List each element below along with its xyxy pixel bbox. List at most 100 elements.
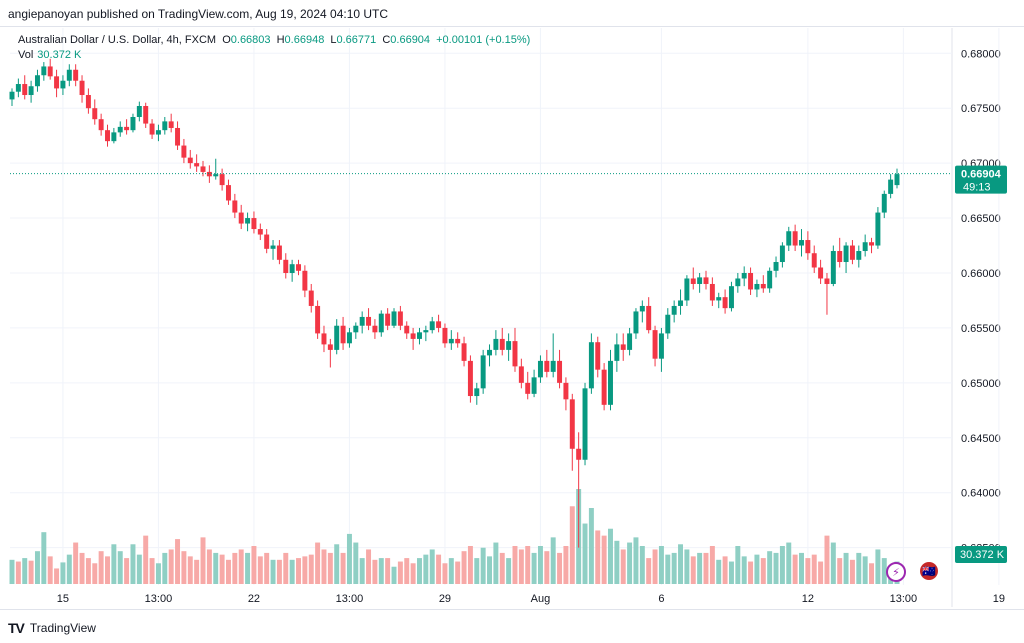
volume-bar	[811, 554, 817, 584]
candle-body	[257, 229, 263, 235]
volume-tag-value: 30.372 K	[960, 549, 1005, 561]
volume-bar	[805, 558, 811, 584]
y-tick-label: 0.68000	[961, 48, 1001, 60]
volume-bar	[799, 552, 804, 584]
candle-body	[448, 338, 454, 344]
volume-bar	[474, 558, 480, 584]
x-tick-label: 13:00	[890, 593, 918, 605]
candle-body	[302, 270, 308, 291]
candle-body	[849, 245, 855, 260]
volume-bar	[206, 549, 212, 584]
y-tick-label: 0.64000	[961, 488, 1001, 500]
volume-bar	[28, 560, 34, 584]
volume-bar	[569, 506, 575, 584]
volume-bar	[54, 568, 60, 584]
candle-body	[143, 106, 149, 124]
volume-bar	[296, 558, 301, 584]
volume-bar	[684, 549, 690, 584]
volume-bar	[175, 539, 181, 584]
volume-bar	[85, 558, 91, 584]
volume-bar	[98, 551, 104, 584]
legend-open: 0.66803	[230, 34, 271, 46]
volume-bar	[480, 547, 486, 584]
candle-body	[722, 297, 728, 309]
candle-body	[728, 286, 734, 309]
volume-bar	[283, 552, 289, 584]
candle-body	[652, 330, 658, 359]
volume-bar	[423, 554, 429, 584]
legend-symbol: Australian Dollar / U.S. Dollar, 4h, FXC…	[18, 34, 217, 46]
candle-body	[416, 332, 422, 339]
volume-bar	[315, 542, 321, 584]
volume-bar	[824, 535, 830, 584]
volume-bar	[130, 544, 136, 584]
candle-body	[709, 283, 715, 301]
candle-body	[276, 245, 282, 260]
volume-value: 30.372 K	[37, 49, 82, 61]
candle-body	[264, 234, 270, 249]
candle-body	[512, 341, 518, 367]
candle-body	[531, 377, 537, 394]
candle-body	[34, 75, 40, 87]
candle-body	[805, 240, 811, 254]
candle-body	[690, 278, 696, 284]
volume-bar	[461, 551, 467, 584]
volume-bar	[716, 559, 722, 584]
candle-body	[353, 325, 359, 333]
candle-body	[92, 108, 98, 120]
candle-body	[493, 338, 499, 350]
volume-bar	[213, 552, 219, 584]
flag-icon[interactable]: 🇦🇺	[920, 562, 938, 580]
candle-body	[168, 121, 174, 128]
candle-body	[60, 80, 66, 89]
volume-bar	[849, 559, 855, 584]
volume-bar	[327, 552, 333, 584]
volume-bar	[493, 542, 499, 584]
candle-body	[837, 251, 843, 263]
candle-body	[480, 355, 486, 389]
candle-body	[79, 80, 85, 96]
lightning-icon[interactable]: ⚡	[886, 562, 906, 582]
volume-bar	[66, 554, 72, 584]
volume-bar	[34, 551, 40, 584]
volume-bar	[550, 537, 556, 584]
candle-body	[15, 84, 21, 92]
candle-body	[194, 163, 200, 167]
volume-bar	[225, 559, 231, 584]
volume-bar	[709, 546, 715, 584]
candle-body	[404, 325, 410, 334]
candle-body	[429, 321, 435, 331]
candle-body	[499, 338, 505, 350]
publish-line: angiepanoyan published on TradingView.co…	[8, 7, 389, 21]
y-tick-label: 0.65000	[961, 378, 1001, 390]
volume-bar	[652, 549, 658, 584]
candle-body	[779, 245, 785, 263]
volume-bar	[735, 546, 741, 584]
candle-body	[799, 240, 804, 246]
legend-low: 0.66771	[336, 34, 377, 46]
volume-bar	[308, 554, 314, 584]
volume-bar	[194, 559, 200, 584]
candle-body	[888, 179, 894, 194]
candle-body	[786, 231, 792, 246]
volume-bar	[353, 542, 359, 584]
volume-bar	[467, 546, 473, 584]
candle-body	[735, 278, 741, 287]
volume-bar	[881, 558, 887, 584]
candle-body	[697, 277, 703, 284]
legend-high: 0.66948	[284, 34, 325, 46]
candle-body	[474, 388, 480, 397]
volume-bar	[499, 552, 505, 584]
candle-body	[372, 325, 378, 333]
volume-bar	[678, 544, 684, 584]
candle-body	[843, 245, 849, 263]
candle-body	[582, 388, 588, 460]
volume-bar	[767, 551, 773, 584]
candle-body	[862, 242, 868, 252]
volume-bar	[633, 537, 639, 584]
candle-body	[149, 123, 155, 135]
candle-body	[270, 245, 276, 249]
candle-body	[187, 157, 193, 164]
volume-bar	[531, 552, 537, 584]
